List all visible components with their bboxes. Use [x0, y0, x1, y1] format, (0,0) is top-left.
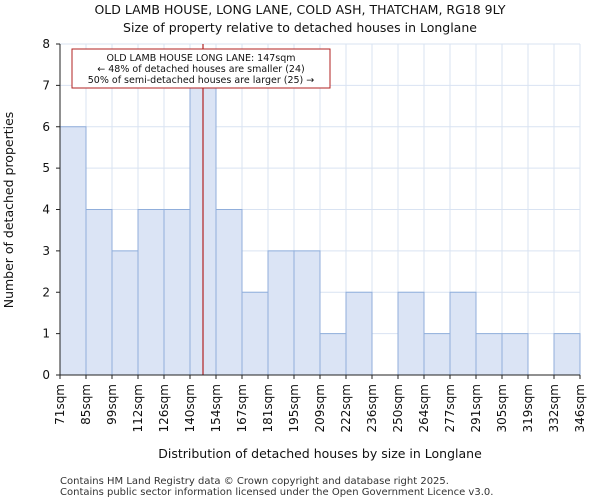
y-tick-label-7: 7	[42, 78, 50, 92]
bars	[59, 84, 581, 376]
x-tick-label-71sqm: 71sqm	[53, 384, 67, 425]
x-tick-label-99sqm: 99sqm	[105, 384, 119, 425]
bar-126sqm	[163, 209, 191, 376]
bar-181sqm	[267, 250, 295, 376]
x-tick-label-209sqm: 209sqm	[313, 384, 327, 432]
x-tick-label-140sqm: 140sqm	[183, 384, 197, 432]
bar-71sqm	[59, 126, 87, 376]
x-tick-label-181sqm: 181sqm	[261, 384, 275, 432]
x-tick-label-264sqm: 264sqm	[417, 384, 431, 432]
y-tick-label-4: 4	[42, 203, 50, 217]
x-tick-label-167sqm: 167sqm	[235, 384, 249, 432]
bar-264sqm	[423, 333, 451, 376]
bar-291sqm	[475, 333, 503, 376]
chart-title: OLD LAMB HOUSE, LONG LANE, COLD ASH, THA…	[94, 2, 505, 17]
bar-99sqm	[111, 250, 139, 376]
y-tick-label-2: 2	[42, 285, 50, 299]
annotation-box: OLD LAMB HOUSE LONG LANE: 147sqm ← 48% o…	[71, 48, 331, 89]
x-tick-label-277sqm: 277sqm	[443, 384, 457, 432]
bar-167sqm	[241, 291, 269, 376]
x-tick-label-222sqm: 222sqm	[339, 384, 353, 432]
bar-154sqm	[215, 209, 243, 376]
x-tick-label-250sqm: 250sqm	[391, 384, 405, 432]
annotation-line-1: OLD LAMB HOUSE LONG LANE: 147sqm	[106, 53, 295, 64]
y-tick-labels: 0 1 2 3 4 5 6 7 8	[42, 37, 60, 382]
y-tick-label-0: 0	[42, 368, 50, 382]
bar-222sqm	[345, 291, 373, 376]
x-tick-label-112sqm: 112sqm	[131, 384, 145, 432]
x-tick-labels: 71sqm 85sqm 99sqm 112sqm 126sqm 140sqm 154sqm 1…	[53, 375, 587, 432]
y-axis-label: Number of detached properties	[1, 112, 16, 309]
x-tick-label-236sqm: 236sqm	[365, 384, 379, 432]
x-tick-label-195sqm: 195sqm	[287, 384, 301, 432]
bar-250sqm	[397, 291, 425, 376]
x-tick-label-126sqm: 126sqm	[157, 384, 171, 432]
x-tick-label-291sqm: 291sqm	[469, 384, 483, 432]
bar-85sqm	[85, 209, 113, 376]
annotation-line-3: 50% of semi-detached houses are larger (…	[88, 75, 315, 86]
annotation-line-2: ← 48% of detached houses are smaller (24…	[97, 64, 304, 75]
x-tick-label-154sqm: 154sqm	[209, 384, 223, 432]
x-tick-label-346sqm: 346sqm	[573, 384, 587, 432]
footer-line-2: Contains public sector information licen…	[60, 487, 493, 498]
bar-195sqm	[293, 250, 321, 376]
bar-305sqm	[501, 333, 529, 376]
x-tick-label-305sqm: 305sqm	[495, 384, 509, 432]
x-axis-label: Distribution of detached houses by size …	[158, 446, 482, 461]
y-tick-label-3: 3	[42, 244, 50, 258]
footer-line-1: Contains HM Land Registry data © Crown c…	[60, 476, 449, 487]
x-tick-label-319sqm: 319sqm	[521, 384, 535, 432]
y-tick-label-5: 5	[42, 161, 50, 175]
annotation-border	[71, 48, 331, 89]
chart-subtitle: Size of property relative to detached ho…	[123, 20, 477, 35]
y-tick-label-6: 6	[42, 120, 50, 134]
bar-209sqm	[319, 333, 347, 376]
x-tick-label-85sqm: 85sqm	[79, 384, 93, 425]
y-tick-label-1: 1	[42, 327, 50, 341]
bar-277sqm	[449, 291, 477, 376]
bar-112sqm	[137, 209, 165, 376]
x-tick-label-332sqm: 332sqm	[547, 384, 561, 432]
bar-332sqm	[553, 333, 581, 376]
y-tick-label-8: 8	[42, 37, 50, 51]
